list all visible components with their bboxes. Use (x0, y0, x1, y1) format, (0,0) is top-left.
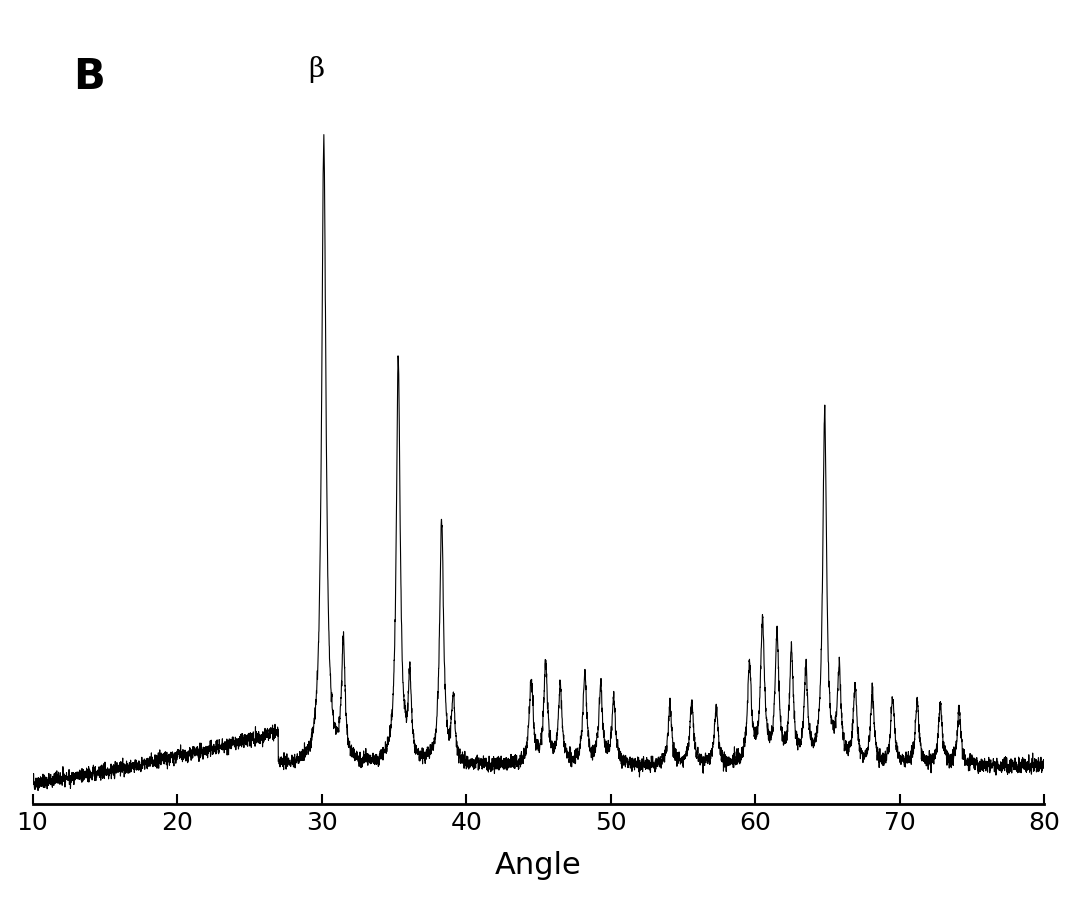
X-axis label: Angle: Angle (495, 851, 582, 880)
Text: B: B (73, 56, 104, 98)
Text: β: β (309, 56, 324, 83)
